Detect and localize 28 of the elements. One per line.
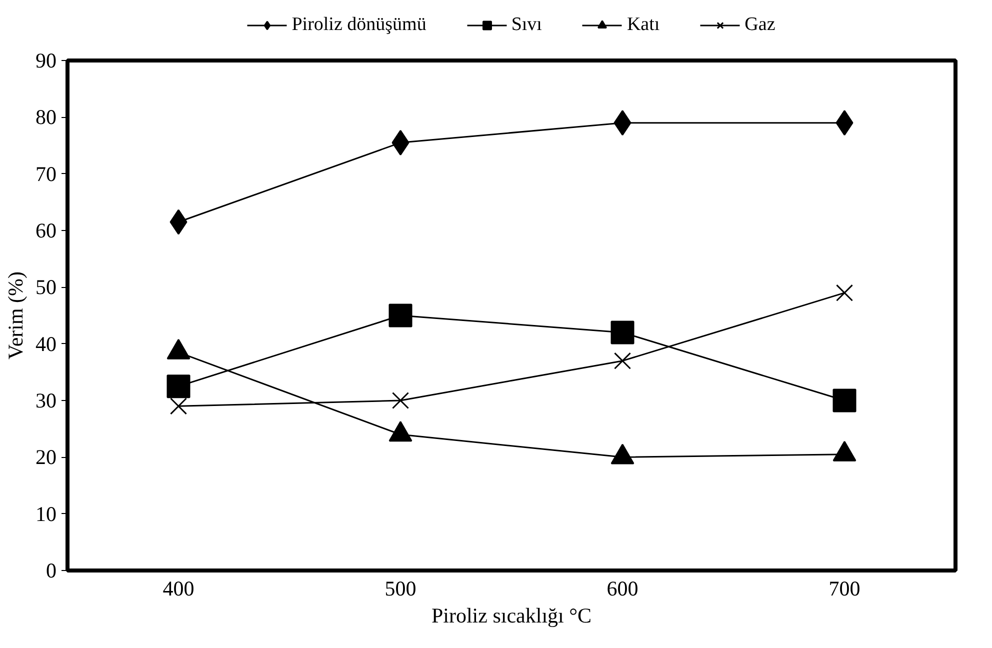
y-tick-label: 20 — [36, 445, 56, 470]
legend-label: Katı — [626, 14, 660, 36]
point — [388, 304, 412, 328]
y-tick-label: 60 — [36, 218, 56, 242]
y-tick-label: 10 — [36, 502, 56, 526]
x-tick-label: 500 — [384, 576, 416, 600]
y-tick-label: 80 — [36, 105, 56, 130]
point — [610, 320, 634, 344]
point — [836, 284, 854, 302]
point — [170, 398, 188, 415]
x-tick-label: 600 — [606, 576, 638, 600]
legend-label: Gaz — [744, 14, 776, 36]
point — [832, 388, 856, 412]
x-axis-title: Piroliz sıcaklığı °C — [431, 604, 592, 628]
y-axis-title: Verim (%) — [4, 271, 28, 360]
y-tick-label: 30 — [36, 388, 56, 412]
point — [166, 374, 190, 398]
x-tick-label: 700 — [828, 576, 860, 600]
y-tick-label: 40 — [36, 332, 56, 356]
point — [614, 352, 632, 370]
y-tick-label: 70 — [36, 162, 56, 186]
legend-label: Sıvı — [511, 14, 542, 36]
x-tick-label: 400 — [162, 576, 194, 600]
legend-label: Piroliz dönüşümü — [292, 14, 426, 36]
y-tick-label: 50 — [36, 275, 56, 300]
y-tick-label: 0 — [46, 558, 56, 582]
point — [392, 392, 410, 410]
y-tick-label: 90 — [36, 48, 56, 72]
